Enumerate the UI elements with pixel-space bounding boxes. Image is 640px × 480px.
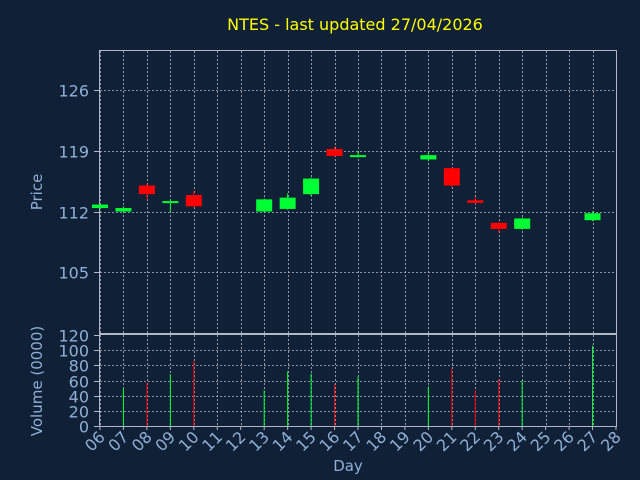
candle-body	[162, 201, 179, 204]
price-grid	[100, 51, 617, 333]
volume-axis-label: Volume (0000)	[28, 326, 46, 436]
volume-tick-label: 100	[58, 342, 89, 361]
day-tick-label: 28	[597, 427, 625, 455]
candle-body	[420, 155, 437, 160]
price-tick-label: 105	[58, 264, 89, 283]
volume-tick-label: 80	[69, 357, 89, 376]
candle-body	[490, 222, 507, 229]
volume-tick-label: 0	[79, 418, 89, 437]
candle-body	[115, 208, 132, 212]
candle-body	[514, 218, 531, 229]
price-tick-labels: 105 112 119 126	[58, 82, 100, 283]
candle-series	[92, 146, 601, 233]
price-tick-label: 126	[58, 82, 89, 101]
volume-tick-label: 120	[58, 327, 89, 346]
candle-body	[350, 155, 366, 158]
candle-body	[279, 197, 296, 209]
day-tick-labels: 0607080910111213141516171819202122232425…	[81, 426, 625, 455]
candle-body	[185, 195, 202, 207]
candle-body	[584, 213, 601, 221]
candle-body	[92, 204, 108, 209]
volume-tick-label: 40	[69, 388, 89, 407]
price-panel-frame	[99, 50, 617, 334]
candle-body	[326, 149, 343, 156]
volume-tick-label: 20	[69, 403, 89, 422]
volume-tick-label: 60	[69, 373, 89, 392]
price-tick-label: 112	[58, 204, 89, 223]
candle-body	[467, 200, 484, 203]
volume-series	[122, 345, 594, 426]
candle-body	[303, 178, 320, 195]
x-axis-label: Day	[333, 457, 363, 475]
candle-body	[443, 168, 460, 186]
price-tick-label: 119	[58, 143, 89, 162]
price-axis-label: Price	[28, 174, 46, 211]
chart-title: NTES - last updated 27/04/2026	[227, 15, 483, 34]
candle-body	[256, 199, 273, 212]
candle-body	[138, 185, 155, 195]
